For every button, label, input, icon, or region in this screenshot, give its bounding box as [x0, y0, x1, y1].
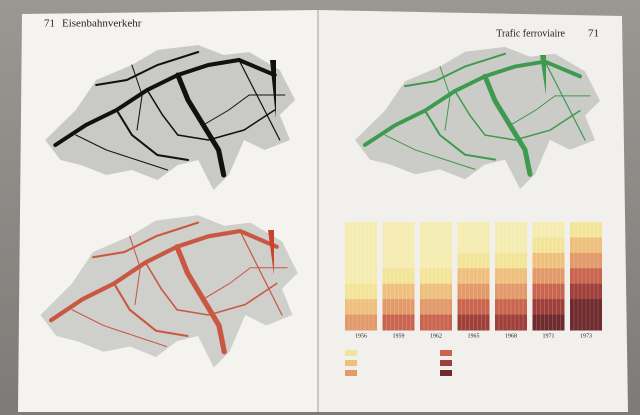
chart-band — [420, 237, 452, 254]
chart-band — [420, 268, 452, 285]
year-label: 1959 — [393, 333, 405, 339]
chart-band — [532, 252, 565, 269]
chart-band — [382, 252, 415, 269]
year-label: 1968 — [505, 333, 517, 339]
chart-band — [420, 283, 452, 300]
chart-band — [382, 283, 415, 300]
page-number: 71 — [44, 18, 55, 30]
chart-band — [457, 283, 490, 300]
chart-band — [457, 314, 490, 331]
chart-band — [495, 314, 527, 331]
chart-band — [345, 299, 377, 316]
chart-legend — [345, 350, 452, 376]
chart-band — [345, 237, 377, 254]
chart-band — [495, 299, 527, 316]
chart-band — [457, 237, 490, 254]
chart-band — [495, 283, 527, 300]
chart-band — [457, 299, 490, 316]
chart-band — [495, 268, 527, 285]
chart-band — [532, 268, 565, 285]
chart-band — [532, 237, 565, 254]
page-title: Eisenbahnverkehr — [62, 18, 142, 30]
legend-wedge — [540, 55, 546, 95]
page-title: Trafic ferroviaire — [496, 28, 565, 39]
stacked-chart: 1956 1959 1962 1965 1968 1971 1973 — [345, 222, 602, 339]
chart-band — [382, 222, 415, 238]
chart-band — [570, 237, 602, 254]
chart-band — [382, 299, 415, 316]
chart-band — [420, 299, 452, 316]
chart-band — [420, 222, 452, 238]
chart-band — [420, 314, 452, 331]
chart-band — [570, 299, 602, 316]
chart-band — [570, 222, 602, 238]
chart-band — [532, 283, 565, 300]
legend-wedge — [270, 60, 276, 118]
year-label: 1962 — [430, 333, 442, 339]
chart-band — [345, 222, 377, 238]
chart-band — [570, 252, 602, 269]
page-number: 71 — [588, 28, 599, 40]
chart-band — [532, 314, 565, 331]
chart-band — [345, 283, 377, 300]
chart-band — [382, 268, 415, 285]
chart-band — [457, 268, 490, 285]
chart-band — [382, 237, 415, 254]
year-label: 1965 — [468, 333, 480, 339]
chart-band — [345, 314, 377, 331]
chart-band — [495, 252, 527, 269]
year-label: 1971 — [543, 333, 555, 339]
chart-band — [495, 237, 527, 254]
chart-band — [457, 222, 490, 238]
chart-band — [420, 252, 452, 269]
chart-band — [532, 222, 565, 238]
legend-wedge — [268, 230, 274, 275]
chart-band — [570, 268, 602, 285]
chart-band — [345, 252, 377, 269]
chart-band — [345, 268, 377, 285]
chart-band — [495, 222, 527, 238]
chart-band — [570, 283, 602, 300]
year-label: 1973 — [580, 333, 592, 339]
year-label: 1956 — [355, 333, 367, 339]
chart-band — [382, 314, 415, 331]
chart-band — [532, 299, 565, 316]
chart-band — [570, 314, 602, 331]
chart-band — [457, 252, 490, 269]
